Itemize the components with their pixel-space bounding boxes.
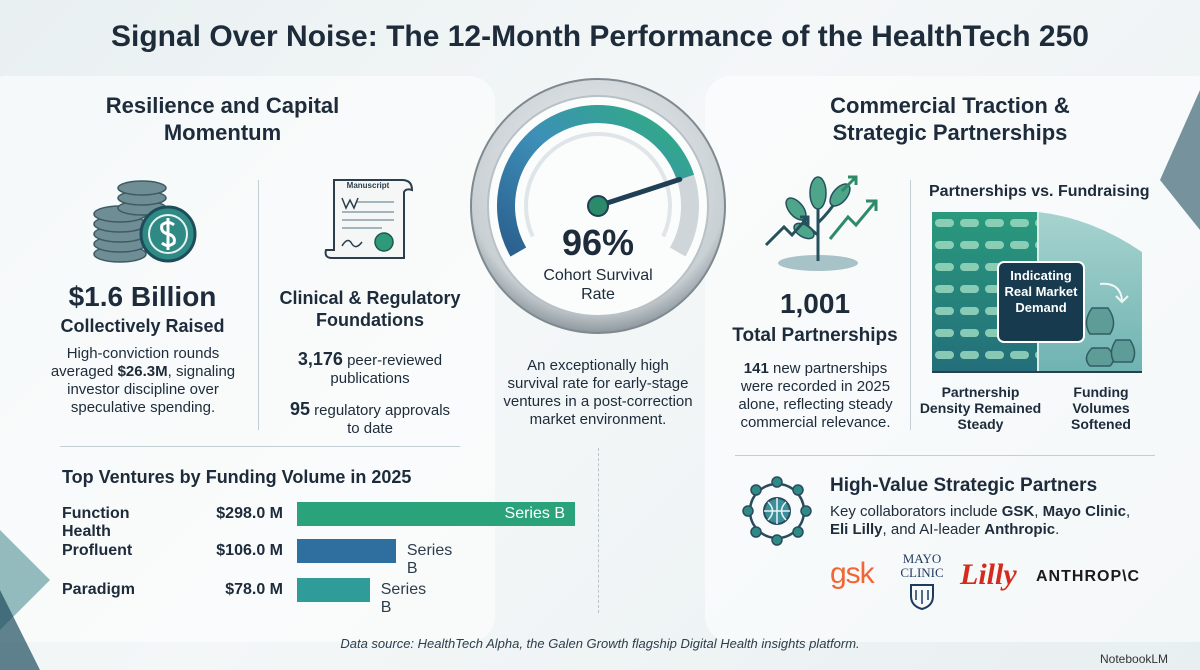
- text-segment: new partnerships were recorded in 2025 a…: [738, 360, 893, 431]
- capital-amount: $1.6 Billion: [68, 281, 217, 312]
- clinical-heading: Clinical & Regulatory Foundations: [279, 288, 461, 330]
- stat: 95 regulatory approvals to date: [285, 400, 455, 438]
- left-panel: [0, 76, 495, 642]
- text-segment: ,: [1125, 503, 1131, 520]
- comparison-callout: Indicating Real Market Demand: [1004, 268, 1078, 315]
- emphasis: Anthropic: [984, 521, 1056, 538]
- logo-lilly: Lilly: [960, 558, 1017, 591]
- network-icon: [742, 476, 812, 546]
- comparison-right-label: Funding Volumes Softened: [1071, 384, 1131, 432]
- partners-heading: High-Value Strategic Partners: [830, 475, 1098, 496]
- capital-description: High-conviction rounds averaged $26.3M, …: [48, 345, 238, 417]
- stat-label: regulatory approvals to date: [314, 402, 451, 437]
- growth-icon: [764, 175, 878, 271]
- bar: [297, 539, 396, 563]
- partners-description: Key collaborators include GSK, Mayo Clin…: [830, 503, 1140, 539]
- emphasis: 141: [743, 360, 769, 377]
- comparison-left-label: Partnership Density Remained Steady: [919, 384, 1042, 432]
- capital-label: Collectively Raised: [60, 316, 225, 336]
- traction-heading: Commercial Traction & Strategic Partners…: [830, 93, 1070, 145]
- coins-icon: [93, 180, 197, 263]
- footer-source: Data source: HealthTech Alpha, the Galen…: [340, 636, 860, 651]
- traction-total-label: Total Partnerships: [732, 325, 898, 346]
- divider: [258, 180, 259, 430]
- stat-value: 95: [289, 399, 310, 419]
- comparison-chart: [932, 212, 1142, 373]
- bar: [297, 502, 575, 526]
- stat: 3,176 peer-reviewed publications: [285, 350, 455, 388]
- mayo-shield: [910, 584, 934, 611]
- logo-gsk: gsk: [830, 557, 875, 590]
- gauge-value: 96%: [561, 222, 635, 263]
- text-segment: ,: [1034, 503, 1043, 520]
- text-segment: , and AI-leader: [882, 521, 985, 538]
- divider: [735, 455, 1155, 456]
- gauge: [470, 78, 726, 334]
- venture-value: $78.0 M: [225, 581, 283, 598]
- gauge-inner-ring: [524, 132, 672, 238]
- manuscript-label: Manuscript: [347, 181, 390, 190]
- emphasis: GSK: [1001, 503, 1035, 520]
- emphasis: Eli Lilly: [830, 521, 883, 538]
- ventures-title: Top Ventures by Funding Volume in 2025: [62, 467, 412, 487]
- clinical-stats: 3,176 peer-reviewed publications 95 regul…: [285, 350, 455, 450]
- capital-heading: Resilience and Capital Momentum: [105, 93, 340, 145]
- gauge-hub: [587, 195, 609, 217]
- text-segment: High-conviction rounds averaged: [50, 345, 220, 380]
- bar: [297, 578, 370, 602]
- corner-decoration: [1160, 90, 1200, 230]
- traction-total: 1,001: [779, 288, 851, 319]
- traction-description: 141 new partnerships were recorded in 20…: [733, 360, 898, 432]
- corner-decoration: [0, 530, 50, 670]
- text-segment: Key collaborators include: [830, 503, 1002, 520]
- bar-label: Series B: [504, 505, 565, 522]
- logo-mayo: MAYO CLINIC: [900, 551, 944, 580]
- gauge-progress: [497, 105, 695, 257]
- divider: [910, 180, 911, 430]
- venture-value: $298.0 M: [216, 505, 283, 522]
- manuscript-icon: Manuscript: [324, 179, 414, 259]
- logo-anthropic: ANTHROP\C: [1036, 568, 1141, 585]
- venture-name: Paradigm: [62, 581, 135, 598]
- venture-name: Profluent: [62, 542, 133, 559]
- venture-name: Function Health: [62, 505, 130, 540]
- gauge-description: An exceptionally high survival rate for …: [503, 357, 693, 428]
- footer-brand: NotebookLM: [1100, 652, 1169, 666]
- divider: [598, 448, 599, 613]
- text-segment: , signaling investor discipline over spe…: [67, 363, 236, 416]
- stat-label: peer-reviewed publications: [330, 352, 443, 387]
- bar-label: Series B: [380, 581, 427, 616]
- gauge-caption: Cohort Survival Rate: [543, 267, 653, 303]
- bar-label: Series B: [406, 542, 453, 577]
- title: Signal Over Noise: The 12-Month Performa…: [110, 20, 1089, 53]
- gauge-needle: [595, 176, 683, 209]
- emphasis: Mayo Clinic: [1042, 503, 1126, 520]
- emphasis: $26.3M: [117, 363, 168, 380]
- venture-value: $106.0 M: [216, 542, 283, 559]
- text-segment: .: [1055, 521, 1060, 538]
- comparison-title: Partnerships vs. Fundraising: [929, 183, 1150, 200]
- stat-value: 3,176: [297, 349, 343, 369]
- divider: [60, 446, 460, 447]
